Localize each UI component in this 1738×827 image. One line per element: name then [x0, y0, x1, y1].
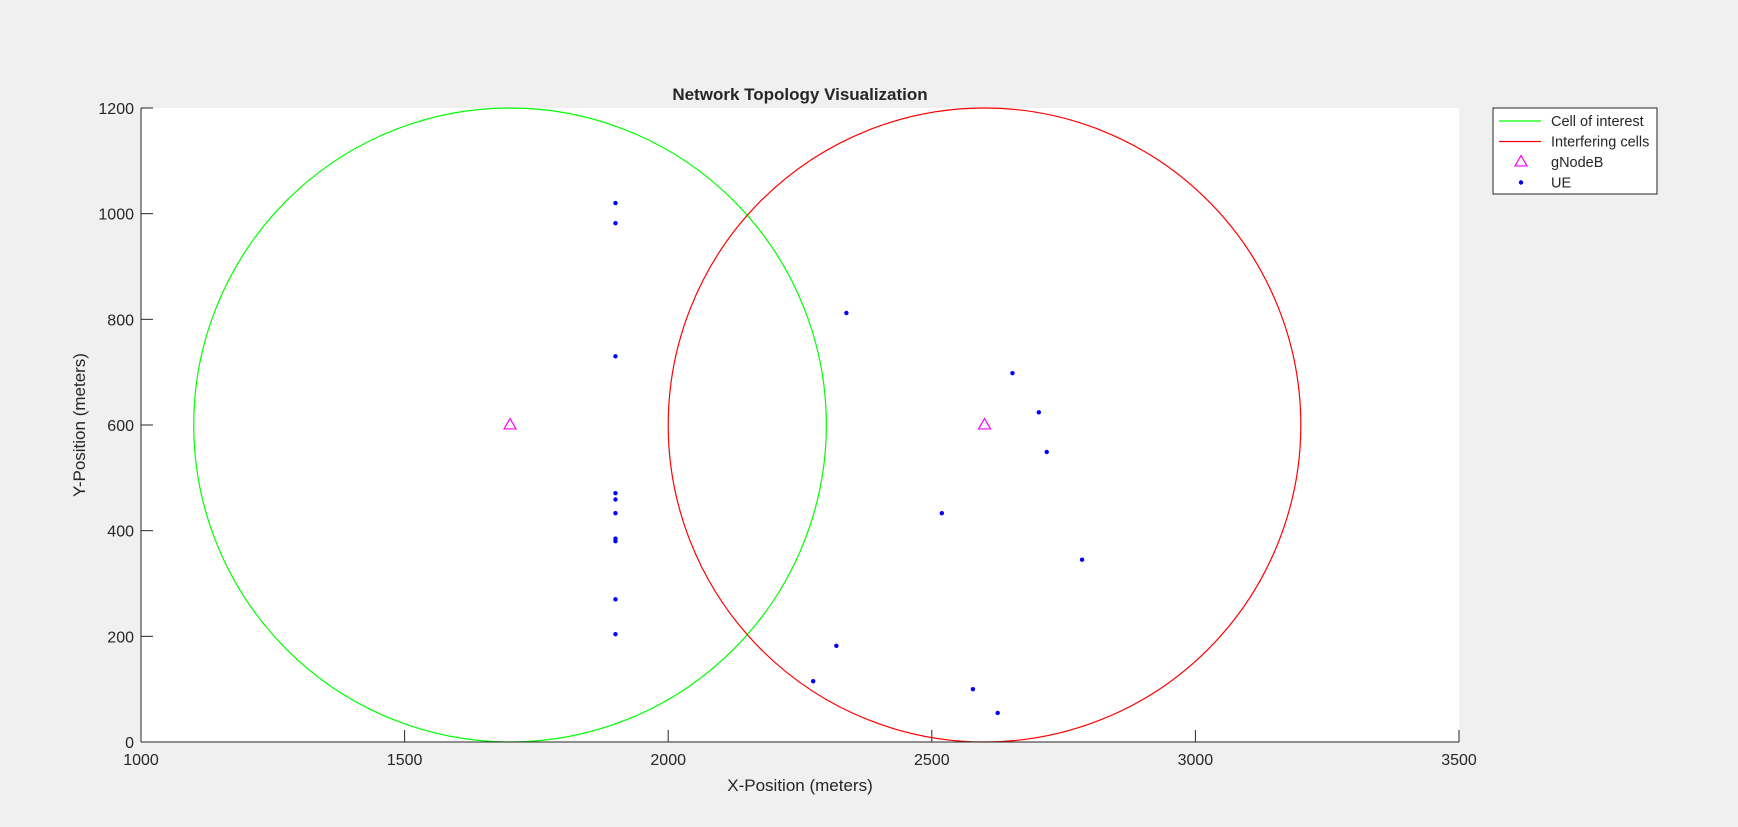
x-axis-label: X-Position (meters) [727, 776, 872, 795]
y-tick-label-600: 600 [107, 418, 134, 435]
ue-point-8 [613, 597, 618, 602]
y-axis-label: Y-Position (meters) [70, 353, 89, 497]
y-tick-label-1200: 1200 [98, 101, 134, 118]
legend-swatch-gnodeb [1513, 154, 1529, 167]
ue-point-18 [970, 686, 976, 692]
x-tick-label-1000: 1000 [123, 752, 159, 769]
ue-point-17 [810, 679, 816, 684]
x-tick-label-3000: 3000 [1178, 752, 1214, 769]
x-tick-label-1500: 1500 [387, 752, 423, 769]
chart-title: Network Topology Visualization [672, 85, 927, 104]
ue-point-2 [613, 354, 618, 359]
axes-layer: 1000 1500 2000 2500 3000 3500 0 200 400 600 800 100… [98, 101, 1476, 769]
ue-point-5 [613, 511, 618, 516]
x-tick-label-2500: 2500 [914, 752, 950, 769]
ue-point-1 [613, 220, 618, 226]
legend-label-cell-of-interest: Cell of interest [1551, 114, 1644, 130]
x-tick-label-3500: 3500 [1441, 752, 1477, 769]
plot-area [141, 108, 1459, 742]
legend-label-interfering-cells: Interfering cells [1551, 135, 1649, 151]
ue-point-0 [613, 200, 618, 206]
x-tick-label-2000: 2000 [650, 752, 686, 769]
y-tick-label-0: 0 [125, 735, 134, 752]
ue-point-11 [1010, 371, 1015, 376]
y-tick-label-800: 800 [107, 312, 134, 329]
ue-point-7 [613, 539, 618, 544]
y-tick-label-200: 200 [107, 629, 134, 646]
ue-point-12 [1036, 410, 1042, 415]
legend-box [1492, 107, 1658, 195]
ue-point-4 [613, 497, 618, 502]
gnodeb-marker-1 [977, 417, 992, 430]
legend-swatch-ue [1518, 180, 1524, 185]
ue-point-3 [613, 490, 618, 496]
legend-label-ue: UE [1551, 176, 1571, 192]
y-tick-label-400: 400 [107, 524, 134, 541]
ue-point-9 [613, 632, 618, 637]
ue-point-10 [844, 310, 849, 316]
gnodeb-marker-0 [503, 417, 518, 430]
ue-point-19 [995, 710, 1000, 716]
ue-point-14 [939, 511, 945, 516]
legend-label-gnodeb: gNodeB [1551, 155, 1603, 171]
ue-point-13 [1044, 449, 1049, 455]
ue-point-16 [834, 643, 839, 649]
ue-point-15 [1079, 557, 1085, 562]
y-tick-label-1000: 1000 [98, 207, 134, 224]
legend: Cell of interest Interfering cells gNodeB U… [1492, 107, 1658, 195]
